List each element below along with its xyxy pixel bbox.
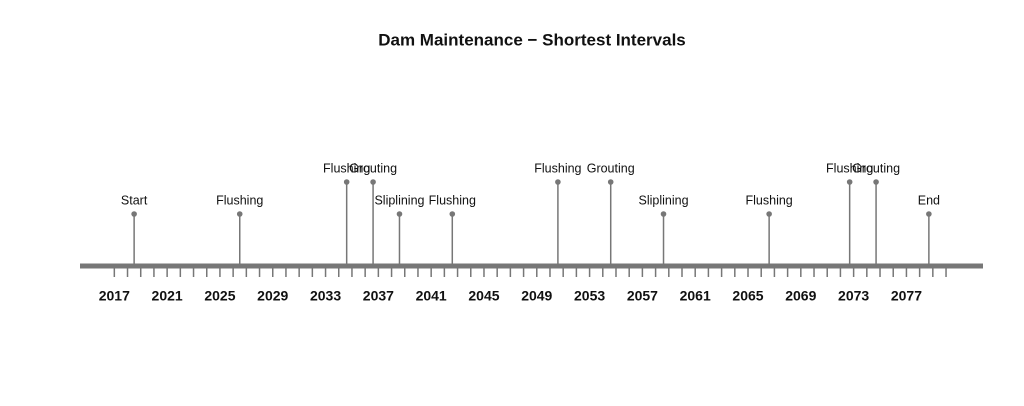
event-label: Flushing xyxy=(534,161,581,175)
event-dot xyxy=(766,211,772,217)
x-tick-label: 2073 xyxy=(838,288,869,304)
x-tick-label: 2061 xyxy=(680,288,711,304)
x-tick-label: 2069 xyxy=(785,288,816,304)
event-dot xyxy=(926,211,932,217)
x-tick-label: 2045 xyxy=(468,288,499,304)
x-tick-label: 2033 xyxy=(310,288,341,304)
x-tick-label: 2057 xyxy=(627,288,658,304)
event-label: Grouting xyxy=(587,161,635,175)
event-dot xyxy=(607,179,614,185)
event-label: Flushing xyxy=(216,193,263,207)
x-tick-label: 2053 xyxy=(574,288,605,304)
event-dot xyxy=(873,179,879,185)
event-dot xyxy=(396,211,403,217)
x-tick-label: 2077 xyxy=(891,288,922,304)
event-label: Sliplining xyxy=(639,193,689,207)
x-tick-label: 2025 xyxy=(204,288,235,304)
event-label: Flushing xyxy=(429,193,476,207)
chart-title: Dam Maintenance − Shortest Intervals xyxy=(378,30,686,49)
event-label: Start xyxy=(121,193,148,207)
x-tick-label: 2029 xyxy=(257,288,288,304)
event-dot xyxy=(343,179,350,185)
event-label: End xyxy=(918,193,940,207)
event-dot xyxy=(660,211,667,217)
x-tick-label: 2037 xyxy=(363,288,394,304)
x-tick-label: 2049 xyxy=(521,288,552,304)
event-label: Flushing xyxy=(323,161,370,175)
event-dot xyxy=(370,179,376,185)
event-dot xyxy=(846,179,853,185)
x-tick-label: 2021 xyxy=(152,288,183,304)
event-dot xyxy=(449,211,456,217)
event-label: Flushing xyxy=(746,193,793,207)
event-dot xyxy=(555,179,561,185)
x-tick-label: 2017 xyxy=(99,288,130,304)
event-dot xyxy=(236,211,243,217)
event-label: Grouting xyxy=(852,161,900,175)
x-tick-label: 2041 xyxy=(416,288,447,304)
event-label: Grouting xyxy=(349,161,397,175)
event-dot xyxy=(131,211,137,217)
event-label: Flushing xyxy=(826,161,873,175)
x-tick-label: 2065 xyxy=(732,288,763,304)
event-label: Sliplining xyxy=(374,193,424,207)
